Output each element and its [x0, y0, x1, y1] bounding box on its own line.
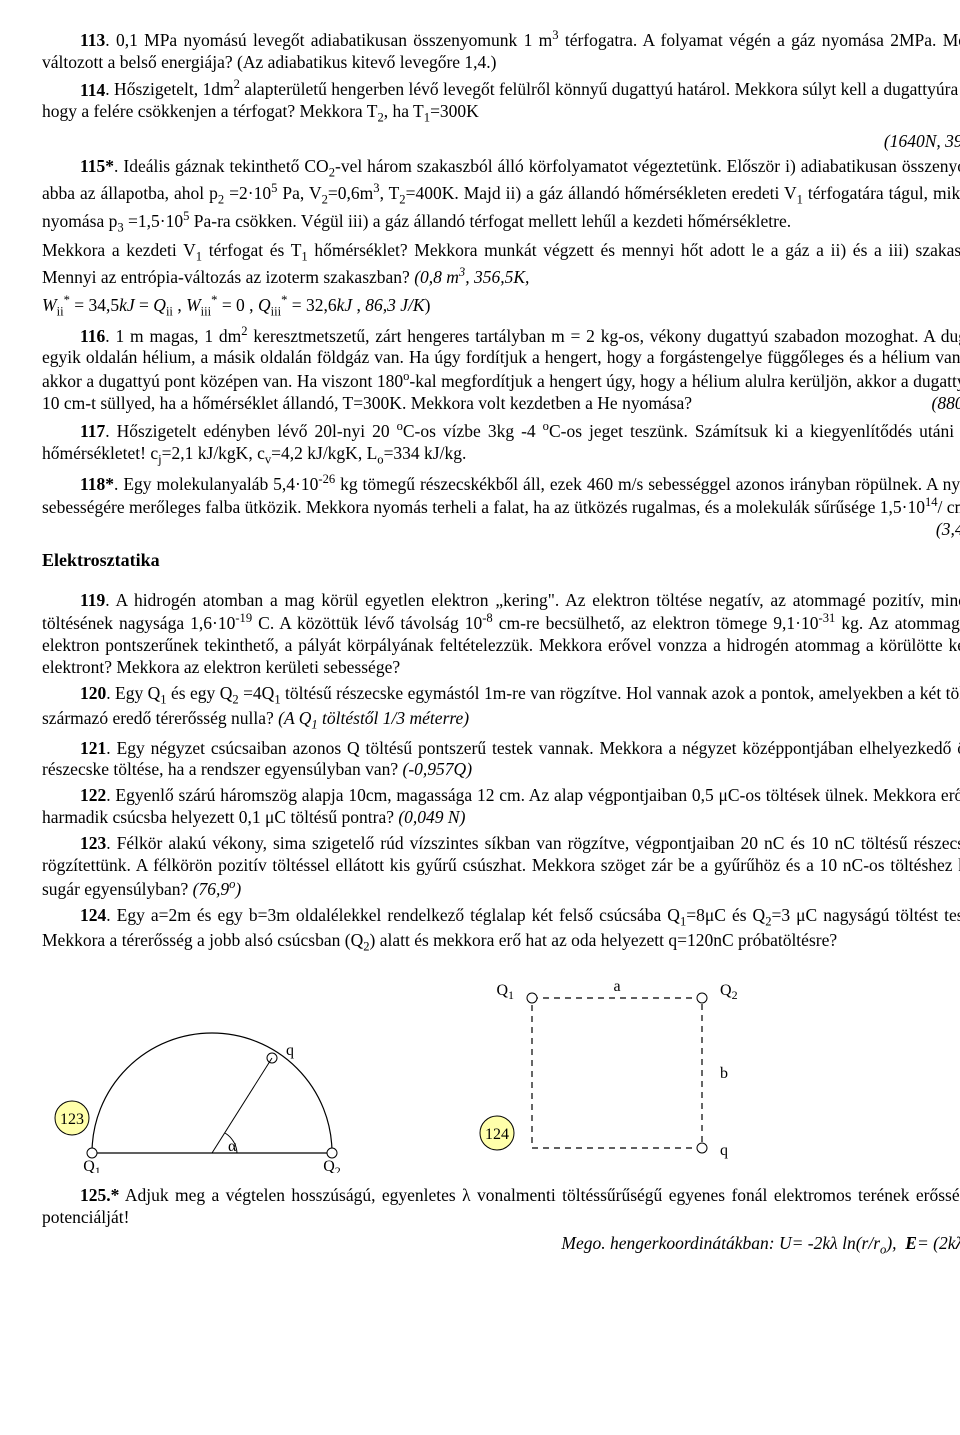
- fig123-q2: Q2: [323, 1158, 341, 1173]
- p125-text: Adjuk meg a végtelen hosszúságú, egyenle…: [42, 1185, 960, 1227]
- p115-num: 115*: [80, 156, 114, 176]
- problem-124: 124. Egy a=2m és egy b=3m oldalélekkel r…: [42, 905, 960, 955]
- p123-answer: (76,9o): [193, 879, 242, 899]
- problem-119: 119. A hidrogén atomban a mag körül egye…: [42, 590, 960, 679]
- p115-formula: Wii* = 34,5kJ = Qii , Wiii* = 0 , Qiii* …: [42, 293, 960, 320]
- problem-125: 125.* Adjuk meg a végtelen hosszúságú, e…: [42, 1185, 960, 1229]
- p121-text: . Egy négyzet csúcsaiban azonos Q töltés…: [42, 738, 960, 780]
- p116-num: 116: [80, 326, 105, 346]
- problem-120: 120. Egy Q1 és egy Q2 =4Q1 töltésű része…: [42, 683, 960, 733]
- fig123-alpha: α: [228, 1138, 237, 1155]
- p122-num: 122: [80, 785, 106, 805]
- p121-answer: (-0,957Q): [403, 759, 473, 779]
- p125-num: 125.*: [80, 1185, 119, 1205]
- p120-num: 120: [80, 683, 106, 703]
- p116-answer: (8800 Pa): [894, 393, 960, 415]
- figure-123: 123 Q1 Q2 q α: [42, 1003, 362, 1173]
- p113-text: . 0,1 MPa nyomású levegőt adiabatikusan …: [42, 30, 960, 72]
- p115-q: Mekkora a kezdeti V1 térfogat és T1 hőmé…: [42, 240, 960, 289]
- p120-text: . Egy Q1 és egy Q2 =4Q1 töltésű részecsk…: [42, 683, 960, 728]
- p118-text: . Egy molekulanyaláb 5,4·10-26 kg tömegű…: [42, 474, 960, 518]
- p123-text: . Félkör alakú vékony, sima szigetelő rú…: [42, 833, 960, 899]
- problem-123: 123. Félkör alakú vékony, sima szigetelő…: [42, 833, 960, 900]
- fig123-badge-label: 123: [60, 1111, 84, 1128]
- figure-124: 124 Q1 Q2 a b q: [452, 973, 782, 1173]
- p122-answer: (0,049 N): [398, 807, 465, 827]
- problem-115: 115*. Ideális gáznak tekinthető CO2-vel …: [42, 156, 960, 235]
- figures-row: 123 Q1 Q2 q α 124 Q1 Q2 a b q: [42, 973, 960, 1173]
- fig124-qsmall: q: [720, 1142, 728, 1159]
- p114-text: . Hőszigetelt, 1dm2 alapterületű hengerb…: [42, 79, 960, 121]
- problem-122: 122. Egyenlő szárú háromszög alapja 10cm…: [42, 785, 960, 829]
- fig123-q: q: [286, 1042, 294, 1059]
- p119-text: . A hidrogén atomban a mag körül egyetle…: [42, 590, 960, 677]
- section-electrostatics: Elektrosztatika: [42, 549, 960, 572]
- p117-num: 117: [80, 421, 105, 441]
- p117-text: . Hőszigetelt edényben lévő 20l-nyi 20 o…: [42, 421, 960, 463]
- p114-answer: (1640N, 395,8K): [42, 131, 960, 153]
- p118-num: 118*: [80, 474, 114, 494]
- p120-answer: (A Q1 töltéstől 1/3 méterre): [278, 708, 469, 728]
- p115-text: . Ideális gáznak tekinthető CO2-vel háro…: [42, 156, 960, 230]
- problem-117: 117. Hőszigetelt edényben lévő 20l-nyi 2…: [42, 419, 960, 468]
- fig123-q1: Q1: [83, 1158, 101, 1173]
- p118-answer: (3,43 Pa): [898, 519, 960, 541]
- problem-114: 114. Hőszigetelt, 1dm2 alapterületű heng…: [42, 78, 960, 127]
- problem-118: 118*. Egy molekulanyaláb 5,4·10-26 kg tö…: [42, 472, 960, 519]
- p116-text: . 1 m magas, 1 dm2 keresztmetszetű, zárt…: [42, 326, 960, 413]
- p123-num: 123: [80, 833, 106, 853]
- problem-116: 116. 1 m magas, 1 dm2 keresztmetszetű, z…: [42, 324, 960, 415]
- p124-num: 124: [80, 905, 106, 925]
- fig124-a: a: [613, 978, 620, 995]
- p119-num: 119: [80, 590, 105, 610]
- mego-line: Mego. hengerkoordinátákban: U= -2kλ ln(r…: [42, 1233, 960, 1258]
- fig124-q2: Q2: [720, 982, 738, 1002]
- p121-num: 121: [80, 738, 106, 758]
- problem-121: 121. Egy négyzet csúcsaiban azonos Q töl…: [42, 738, 960, 782]
- p115-ans-inline: (0,8 m3, 356,5K,: [414, 267, 529, 287]
- fig124-q1: Q1: [496, 982, 514, 1002]
- problem-113: 113. 0,1 MPa nyomású levegőt adiabatikus…: [42, 28, 960, 74]
- fig124-b: b: [720, 1065, 728, 1082]
- fig124-badge-label: 124: [485, 1126, 509, 1143]
- p124-text: . Egy a=2m és egy b=3m oldalélekkel rend…: [42, 905, 960, 950]
- p114-num: 114: [80, 79, 105, 99]
- p122-text: . Egyenlő szárú háromszög alapja 10cm, m…: [42, 785, 960, 827]
- p113-num: 113: [80, 30, 105, 50]
